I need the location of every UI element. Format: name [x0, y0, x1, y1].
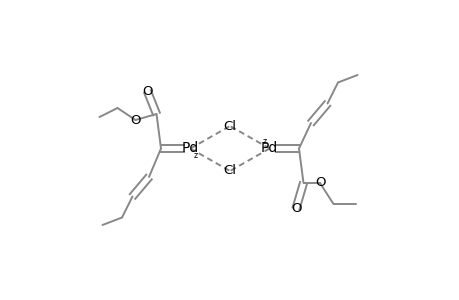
Text: O: O: [290, 202, 301, 215]
Text: Pd: Pd: [260, 142, 278, 155]
Text: Pd: Pd: [181, 142, 199, 155]
Text: Cl: Cl: [223, 164, 236, 178]
Text: z: z: [193, 152, 197, 160]
Text: O: O: [314, 176, 325, 190]
Text: z: z: [262, 136, 266, 146]
Text: O: O: [130, 113, 140, 127]
Text: Cl: Cl: [223, 119, 236, 133]
Text: O: O: [142, 85, 152, 98]
